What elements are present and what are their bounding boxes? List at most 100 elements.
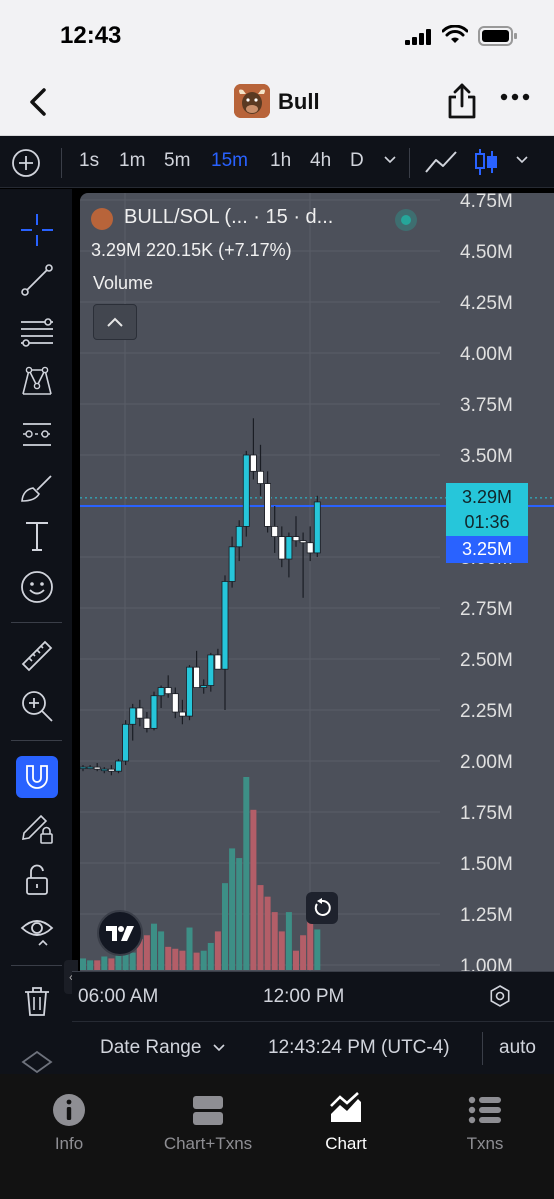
volume-bar <box>172 948 179 970</box>
interval-5m[interactable]: 5m <box>164 150 191 171</box>
tradingview-logo[interactable] <box>97 910 143 956</box>
time-axis[interactable]: 06:00 AM 12:00 PM <box>72 971 554 1021</box>
chevron-down-icon <box>213 1044 225 1052</box>
pattern-tool[interactable] <box>16 361 58 403</box>
brush-tool[interactable] <box>16 465 58 507</box>
volume-bar <box>293 950 299 970</box>
volume-bar <box>285 912 292 970</box>
volume-bar <box>122 942 129 970</box>
interval-1m[interactable]: 1m <box>119 150 146 171</box>
candle-body <box>93 766 101 770</box>
fib-retracement-tool[interactable] <box>16 311 58 353</box>
toolbar-divider <box>409 148 410 178</box>
chevron-down-icon[interactable] <box>516 156 528 164</box>
date-range-button[interactable]: Date Range <box>100 1037 225 1059</box>
volume-bar <box>300 935 307 970</box>
delete-drawings-tool[interactable] <box>16 980 58 1022</box>
status-time: 12:43 <box>60 22 122 49</box>
visibility-tool[interactable] <box>16 909 58 951</box>
brush-icon <box>21 475 52 502</box>
volume-bar <box>257 885 264 970</box>
magnet-tool[interactable] <box>16 756 58 798</box>
tab-label: Chart <box>325 1134 367 1153</box>
volume-bar <box>87 960 94 970</box>
cellular-signal-icon <box>405 29 431 45</box>
auto-scale-toggle[interactable]: auto <box>499 1037 536 1058</box>
volume-indicator-label[interactable]: Volume <box>93 273 154 293</box>
candle-body <box>306 542 314 554</box>
candle-body <box>150 695 158 729</box>
volume-bar <box>186 927 193 970</box>
interval-1s[interactable]: 1s <box>79 150 100 171</box>
tab-info[interactable]: Info <box>4 1092 134 1154</box>
emoji-tool[interactable] <box>16 566 58 608</box>
volume-bar <box>250 809 257 970</box>
candle-body <box>313 501 321 554</box>
unlock-tool[interactable] <box>16 859 58 901</box>
interval-1h[interactable]: 1h <box>270 150 292 171</box>
symbol-title[interactable]: BULL/SOL (... · 15 · d... <box>124 206 334 228</box>
line-chart-icon[interactable] <box>424 150 458 174</box>
chart-pane[interactable]: 4.75M4.50M4.25M4.00M3.75M3.50M3.25M3.00M… <box>80 193 554 971</box>
volume-bar <box>264 896 271 970</box>
layers-icon <box>21 1050 53 1074</box>
ruler-icon <box>21 640 53 672</box>
candle-body <box>186 666 193 717</box>
volume-bar <box>151 923 157 970</box>
candle-body <box>129 707 137 725</box>
volume-bar <box>80 958 86 970</box>
price-tick-label: 3.50M <box>460 446 513 467</box>
eye-icon <box>20 920 54 946</box>
price-tick-label: 4.25M <box>460 293 513 314</box>
price-tick-label: 3.75M <box>460 395 513 416</box>
price-tick-label: 1.00M <box>460 956 513 971</box>
volume-bar <box>94 960 101 970</box>
candle-body <box>164 687 172 695</box>
volume-bar <box>193 952 200 970</box>
price-chart[interactable]: 4.75M4.50M4.25M4.00M3.75M3.50M3.25M3.00M… <box>80 193 554 971</box>
price-tick-label: 4.75M <box>460 193 513 212</box>
trend-line-tool[interactable] <box>16 259 58 301</box>
candle-body <box>228 546 236 582</box>
crosshair-tool[interactable] <box>16 209 58 251</box>
text-tool[interactable] <box>16 515 58 557</box>
zoom-tool[interactable] <box>16 685 58 727</box>
ellipsis-icon[interactable] <box>500 91 530 103</box>
trend-line-icon <box>21 264 53 296</box>
forecast-icon <box>23 423 51 446</box>
interval-15m[interactable]: 15m <box>211 150 248 171</box>
page-title: Bull <box>278 89 320 114</box>
candle-body <box>207 654 215 686</box>
interval-d[interactable]: D <box>350 150 364 171</box>
add-symbol-icon[interactable] <box>11 148 41 178</box>
price-tick-label: 4.00M <box>460 344 513 365</box>
measure-tool[interactable] <box>16 635 58 677</box>
volume-bar <box>101 956 108 970</box>
volume-bar <box>214 931 221 970</box>
chevron-down-icon[interactable] <box>384 156 396 164</box>
candle-body <box>221 581 229 670</box>
tab-chart-txns[interactable]: Chart+Txns <box>143 1092 273 1154</box>
volume-bar <box>136 939 143 970</box>
candle-body <box>242 454 250 527</box>
share-icon[interactable] <box>446 82 478 120</box>
legend-collapse-button[interactable] <box>93 304 137 340</box>
candles-chart-icon[interactable] <box>474 147 498 177</box>
lock-drawing-tool[interactable] <box>16 808 58 850</box>
interval-4h[interactable]: 4h <box>310 150 332 171</box>
reset-chart-button[interactable] <box>306 892 338 924</box>
tab-txns[interactable]: Txns <box>420 1092 550 1154</box>
unlock-icon <box>26 864 48 895</box>
forecast-tool[interactable] <box>16 413 58 455</box>
tab-chart[interactable]: Chart <box>281 1092 411 1154</box>
layers-tool[interactable] <box>16 1041 58 1083</box>
price-tick-label: 1.25M <box>460 905 513 926</box>
list-icon <box>468 1096 501 1124</box>
crosshair-icon <box>21 214 53 246</box>
volume-bar <box>200 950 207 970</box>
timezone-clock[interactable]: 12:43:24 PM (UTC-4) <box>268 1037 450 1058</box>
tab-bar: Info Chart+Txns Chart Txns <box>0 1074 554 1199</box>
chevron-left-icon[interactable] <box>24 86 54 118</box>
tab-label: Info <box>54 1134 84 1153</box>
chart-settings-icon[interactable] <box>488 984 512 1008</box>
